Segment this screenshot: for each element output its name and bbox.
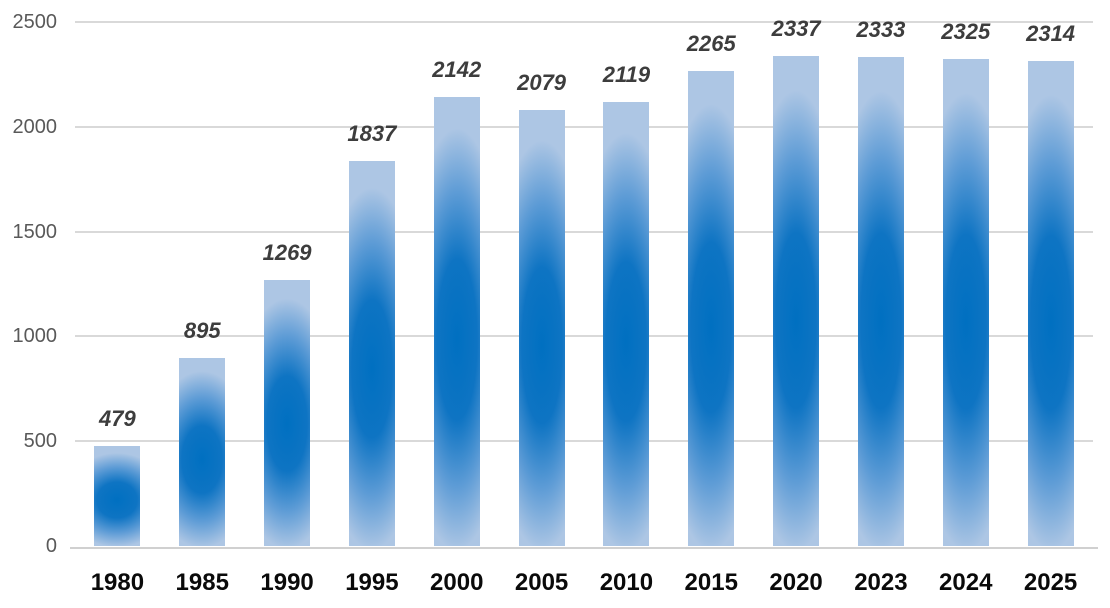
x-axis-tick-label: 2010 xyxy=(599,569,654,596)
bar-value-label: 2265 xyxy=(686,31,736,57)
bar-value-label: 2314 xyxy=(1026,20,1076,46)
bar-value-label: 2337 xyxy=(771,16,821,42)
gridline xyxy=(75,335,1093,338)
x-axis-tick-label: 2023 xyxy=(854,569,908,596)
x-axis-tick-label: 1990 xyxy=(260,569,314,596)
bar-2015 xyxy=(688,71,735,546)
bar-value-label: 2079 xyxy=(517,70,567,96)
bar-value-label: 479 xyxy=(99,405,136,431)
bar-1985 xyxy=(179,358,226,546)
x-axis-tick-label: 2020 xyxy=(769,569,823,596)
x-axis-tick-label: 2000 xyxy=(430,569,484,596)
bar-2020 xyxy=(773,56,820,546)
x-axis-tick-label: 1985 xyxy=(175,569,229,596)
bar-1990 xyxy=(264,280,311,546)
gridline xyxy=(75,21,1093,23)
y-axis-tick-label: 1000 xyxy=(12,325,58,348)
x-axis-tick-label: 2005 xyxy=(514,569,569,596)
bar-2023 xyxy=(857,57,904,546)
gridline xyxy=(75,440,1093,443)
x-axis-tick-label: 2025 xyxy=(1023,569,1078,596)
x-axis-tick-label: 2024 xyxy=(939,569,993,596)
bar-value-label: 2119 xyxy=(602,61,651,87)
bar-value-label: 2333 xyxy=(856,17,906,42)
bar-value-label: 1269 xyxy=(262,240,312,266)
x-axis-tick-label: 1995 xyxy=(345,569,399,596)
bar-2024 xyxy=(942,58,989,546)
y-axis-tick-label: 1500 xyxy=(12,220,58,243)
bar-2025 xyxy=(1027,60,1074,546)
x-axis-tick-label: 2015 xyxy=(684,569,738,596)
bar-value-label: 2142 xyxy=(432,57,482,83)
y-axis-tick-label: 2000 xyxy=(12,115,58,138)
bar-2010 xyxy=(603,101,650,546)
y-axis-tick-label: 500 xyxy=(23,430,57,453)
bar-1980 xyxy=(94,445,141,546)
gridline xyxy=(75,230,1093,233)
y-axis-tick-label: 0 xyxy=(45,535,57,557)
x-axis-tick-label: 1980 xyxy=(90,569,145,596)
bar-value-label: 895 xyxy=(183,318,221,344)
bar-2000 xyxy=(433,97,480,546)
y-axis-tick-label: 2500 xyxy=(12,11,58,33)
gridline xyxy=(75,125,1093,128)
bar-value-label: 2325 xyxy=(941,18,991,44)
bar-2005 xyxy=(518,110,565,546)
bar-value-label: 1837 xyxy=(347,120,397,146)
bar-1995 xyxy=(348,160,395,546)
x-axis-line xyxy=(70,546,1098,549)
